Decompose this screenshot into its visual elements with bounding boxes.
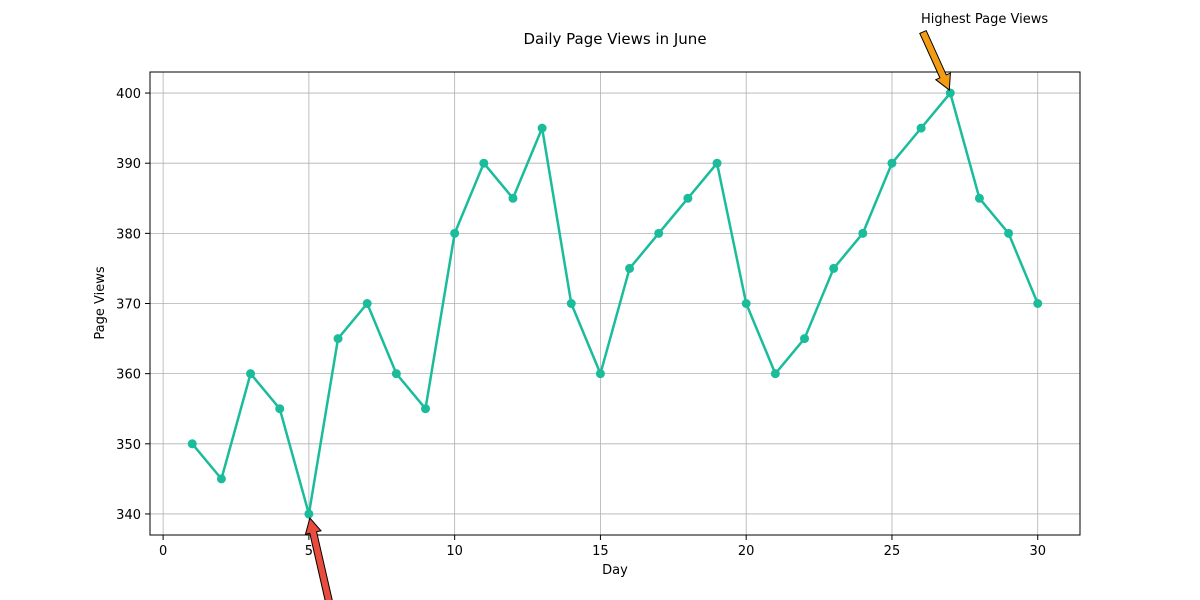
data-point: [333, 334, 343, 344]
y-tick-label: 390: [116, 157, 141, 172]
x-tick-label: 15: [592, 544, 609, 559]
data-point: [625, 263, 635, 273]
y-tick-label: 400: [116, 87, 141, 102]
data-point: [275, 404, 285, 414]
x-axis-ticks: 0 5 10 15 20 25 30: [159, 535, 1046, 559]
data-point: [508, 193, 518, 203]
data-point: [216, 474, 226, 484]
data-point: [566, 299, 576, 308]
x-axis-label: Day: [602, 563, 628, 578]
data-point: [421, 404, 431, 414]
data-point: [537, 123, 547, 133]
highest-point-arrow: [919, 29, 951, 91]
y-tick-label: 380: [116, 227, 141, 242]
data-point: [1004, 228, 1014, 238]
x-tick-label: 25: [884, 544, 901, 559]
x-tick-label: 30: [1029, 544, 1046, 559]
data-point: [916, 123, 926, 133]
data-point: [683, 193, 693, 203]
data-point: [595, 369, 605, 379]
data-point: [362, 299, 372, 308]
x-tick-label: 0: [159, 544, 167, 559]
data-point: [391, 369, 401, 379]
y-tick-label: 350: [116, 438, 141, 453]
data-point: [945, 88, 955, 98]
data-point: [770, 369, 780, 379]
data-point: [479, 158, 489, 168]
annotations: Highest Page Views: [304, 12, 1048, 600]
lowest-point-arrow: [304, 516, 333, 600]
series-line: [191, 91, 1039, 516]
x-tick-label: 10: [446, 544, 463, 559]
data-point: [246, 369, 256, 379]
y-tick-label: 360: [116, 368, 141, 383]
data-point: [1033, 299, 1043, 308]
grid-lines: [150, 72, 1080, 535]
y-axis-ticks: 340 350 360 370 380 390 400: [116, 87, 150, 523]
highest-point-annotation: Highest Page Views: [921, 12, 1048, 27]
data-point: [799, 334, 809, 344]
data-point: [712, 158, 722, 168]
data-point: [450, 228, 460, 238]
data-point: [974, 193, 984, 203]
data-point: [741, 299, 751, 308]
data-point: [304, 509, 314, 519]
chart-title: Daily Page Views in June: [523, 30, 706, 48]
y-tick-label: 370: [116, 298, 141, 313]
y-tick-label: 340: [116, 508, 141, 523]
x-tick-label: 20: [738, 544, 755, 559]
x-tick-label: 5: [305, 544, 313, 559]
data-point: [187, 439, 197, 449]
series-layer: [187, 88, 1043, 519]
y-axis-label: Page Views: [93, 266, 108, 339]
data-point: [829, 263, 839, 273]
data-point: [858, 228, 868, 238]
data-point: [887, 158, 897, 168]
data-point: [654, 228, 664, 238]
